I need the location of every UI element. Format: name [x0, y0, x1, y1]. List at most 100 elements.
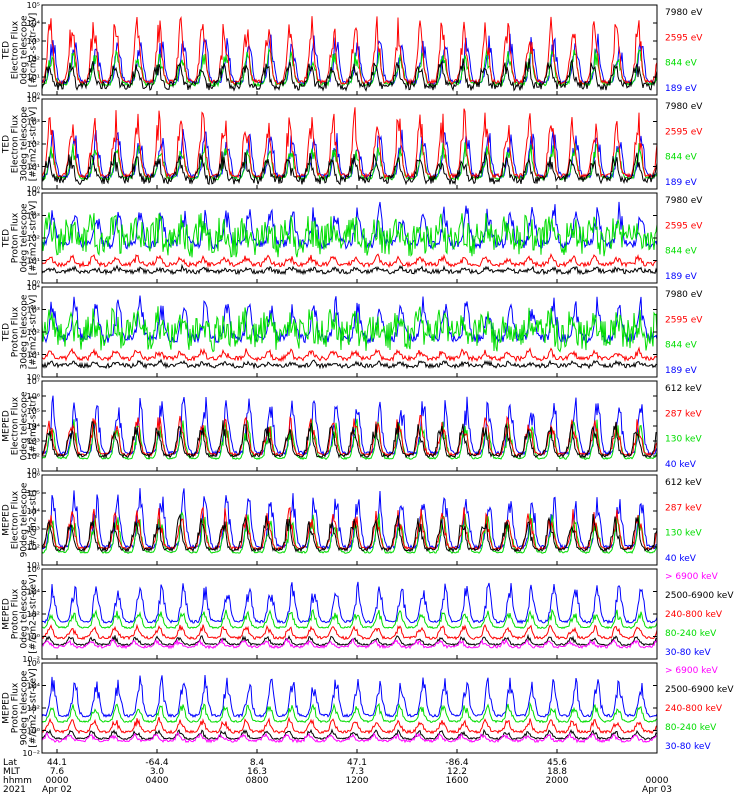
x-axis-value: -86.4 [445, 758, 469, 768]
series-7980-ev-trace [42, 151, 657, 186]
y-tick-label: 10³ [27, 525, 40, 534]
y-axis-label: [#/cm2-s-str-eV] [29, 295, 39, 370]
legend-entry: 30-80 keV [665, 742, 711, 752]
x-axis-value: -64.4 [145, 758, 169, 768]
y-tick-label: 10⁰ [27, 633, 40, 642]
x-axis-value: 44.1 [47, 758, 67, 768]
y-axis-label: Electron Flux [11, 490, 21, 549]
y-tick-label: 10² [27, 55, 40, 64]
panel-4: 10⁰ 10¹ 10² 10³ 10⁴ TED Proton Flux 30deg teles… [2, 283, 704, 382]
x-axis-value: 0000 [646, 776, 669, 786]
series-844-ev-trace [42, 212, 657, 258]
panel-7-traces [42, 581, 657, 650]
panel-6: 10¹ 10² 10³ 10⁴ 10⁵ 10⁶ MEPED Electron Flux 90de… [2, 471, 703, 570]
y-axis-label: [#/cm2-s-str-eV] [29, 201, 39, 276]
y-tick-label: 10⁴ [27, 283, 40, 292]
x-axis-value: 3.0 [150, 767, 165, 777]
legend-entry: 2595 eV [665, 315, 703, 325]
y-tick-label: 10¹ [27, 257, 40, 266]
y-axis-label: Electron Flux [11, 114, 21, 173]
panel-8-traces [42, 674, 657, 744]
legend-entry: 844 eV [665, 153, 698, 163]
legend-entry: 844 eV [665, 247, 698, 257]
y-tick-label: 10⁴ [27, 588, 40, 597]
series-30-80-kev-trace [42, 581, 657, 625]
y-axis-label: [#/cm2-s-str-keV] [29, 668, 39, 747]
y-axis-label: [#/cm2-s-str] [29, 396, 39, 456]
y-tick-label: 10⁰ [27, 373, 40, 382]
y-tick-label: 10⁵ [27, 407, 40, 416]
series-240-800-kev-trace [42, 716, 657, 735]
legend-entry: 130 keV [665, 529, 702, 539]
x-axis-value: 0800 [246, 776, 269, 786]
y-tick-label: 10³ [27, 306, 40, 315]
legend-entry: 612 keV [665, 384, 702, 394]
series-2595-ev-trace [42, 346, 657, 363]
y-axis-label: Electron Flux [11, 20, 21, 79]
series-287-kev-trace [42, 414, 657, 457]
y-axis-label: 30deg telescope [20, 294, 30, 369]
series--6900-kev-trace [42, 637, 657, 650]
x-axis-row-label: hhmm [3, 776, 32, 786]
legend-entry: 80-240 keV [665, 629, 717, 639]
y-tick-label: 10² [27, 328, 40, 337]
panel-8: 10⁻² 10⁰ 10² 10⁴ 10⁶ MEPED Proton Flux 90deg te… [2, 659, 735, 758]
y-axis-label: TED [2, 323, 12, 342]
x-axis-value: 16.3 [247, 767, 267, 777]
panel-1-traces [42, 16, 657, 92]
series-612-kev-trace [42, 513, 657, 554]
legend-entry: > 6900 keV [665, 572, 719, 582]
y-tick-label: 10² [27, 610, 40, 619]
series-612-kev-trace [42, 420, 657, 460]
x-axis-value: 45.6 [547, 758, 567, 768]
y-axis-label: 0deg telescope [20, 203, 30, 273]
y-tick-label: 10⁶ [27, 392, 40, 401]
y-axis-label: Proton Flux [11, 306, 21, 357]
legend-entry: 2595 eV [665, 33, 703, 43]
y-tick-label: 10⁶ [27, 471, 40, 480]
series-7980-ev-trace [42, 58, 657, 92]
y-axis-label: MEPED [2, 504, 12, 536]
y-tick-label: 10⁰ [27, 91, 40, 100]
x-axis-value: 1600 [446, 776, 469, 786]
legend-entry: 287 keV [665, 409, 702, 419]
legend-entry: 189 eV [665, 84, 698, 94]
x-axis-value: Apr 02 [42, 785, 72, 795]
y-axis-label: 0deg telescope [20, 579, 30, 649]
x-axis-value: 1200 [346, 776, 369, 786]
y-axis-label: Electron Flux [11, 396, 21, 455]
series--6900-kev-trace [42, 732, 657, 744]
x-axis-value: 7.3 [350, 767, 364, 777]
x-axis-row-label: Lat [3, 758, 18, 768]
y-axis-label: MEPED [2, 598, 12, 630]
panel-frame [41, 568, 658, 660]
y-tick-label: 10¹ [27, 561, 40, 570]
y-axis-label: [#/cm2-s-str-eV] [29, 13, 39, 88]
x-axis-value: 7.6 [50, 767, 65, 777]
legend-entry: 2500-6900 keV [665, 685, 734, 695]
y-axis-label: TED [2, 135, 12, 154]
y-tick-label: 10¹ [27, 163, 40, 172]
y-tick-label: 10⁴ [27, 422, 40, 431]
y-axis-label: [#/cm2-s-str] [29, 490, 39, 550]
y-tick-label: 10⁻² [22, 655, 40, 664]
legend-entry: 189 eV [665, 366, 698, 376]
y-axis-label: 90deg telescope [20, 482, 30, 557]
y-tick-label: 10⁷ [27, 377, 40, 386]
series-80-240-kev-trace [42, 608, 657, 630]
x-axis-value: 47.1 [347, 758, 367, 768]
panel-frame [41, 474, 658, 566]
panel-6-traces [42, 488, 657, 555]
panel-frame [41, 4, 658, 96]
x-axis-row-label: 2021 [3, 785, 26, 795]
x-axis-value: 0000 [46, 776, 69, 786]
y-axis-label: [#/cm2-s-str-eV] [29, 107, 39, 182]
series-40-kev-trace [42, 488, 657, 551]
y-tick-label: 10⁴ [27, 95, 40, 104]
y-tick-label: 10⁵ [27, 489, 40, 498]
legend-entry: 7980 eV [665, 290, 703, 300]
y-axis-label: 0deg telescope [20, 15, 30, 85]
panel-1: 10⁰ 10¹ 10² 10³ 10⁴ 10⁵ TED Electron Flux 0deg t… [2, 1, 704, 100]
y-tick-label: 10² [27, 704, 40, 713]
